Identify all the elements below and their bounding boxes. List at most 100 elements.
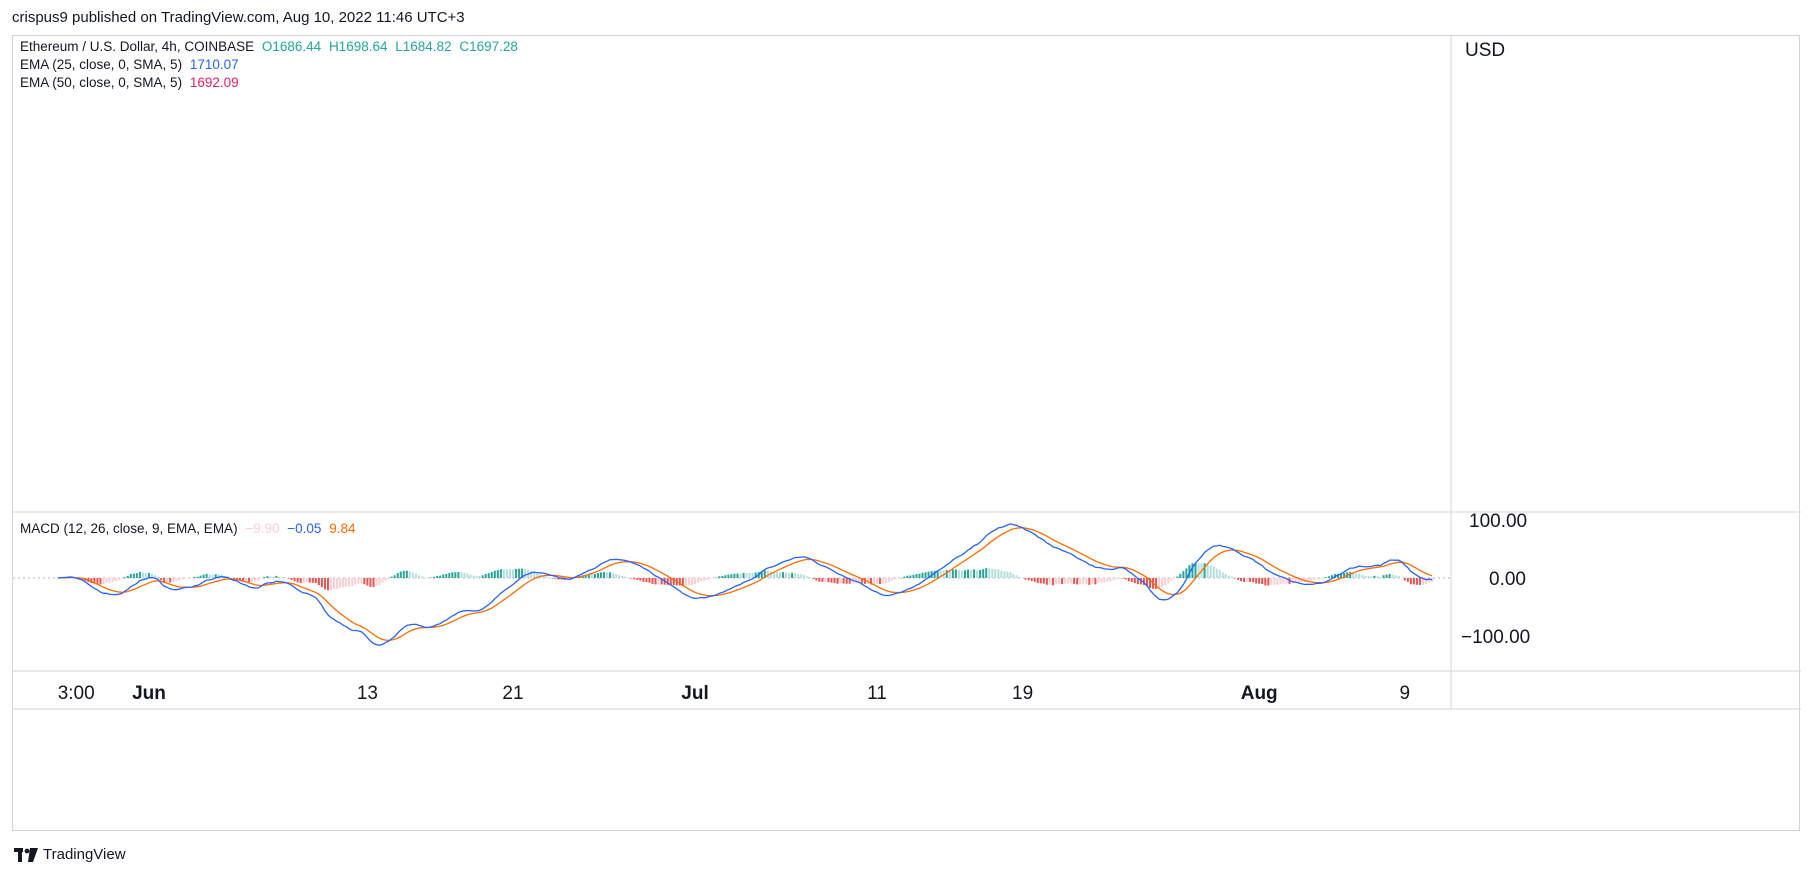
macd-histogram-bar	[827, 578, 830, 583]
macd-histogram-bar	[678, 578, 681, 586]
macd-histogram-bar	[239, 578, 241, 581]
macd-histogram-bar	[1061, 578, 1064, 585]
macd-histogram-bar	[1415, 578, 1418, 585]
macd-histogram-bar	[736, 573, 739, 578]
macd-histogram-bar	[785, 572, 787, 578]
chart-frame[interactable]: USD1800.001600.001400.001200.001050.0093…	[12, 35, 1801, 832]
macd-histogram-bar	[1088, 578, 1091, 585]
macd-histogram-bar	[169, 578, 172, 583]
macd-histogram-bar	[730, 574, 733, 578]
macd-histogram-bar	[1173, 578, 1176, 579]
macd-histogram-bar	[830, 578, 833, 583]
macd-histogram-bar	[369, 578, 372, 587]
macd-histogram-bar	[251, 578, 254, 582]
macd-histogram-bar	[469, 574, 472, 578]
macd-histogram-bar	[694, 578, 696, 584]
macd-histogram-bar	[1064, 578, 1067, 584]
macd-histogram-bar	[824, 578, 827, 582]
macd-histogram-bar	[763, 570, 766, 578]
macd-histogram-bar	[754, 572, 757, 578]
macd-histogram-bar	[481, 575, 484, 578]
macd-histogram-bar	[1167, 578, 1170, 584]
macd-histogram-bar	[405, 570, 408, 578]
macd-histogram-bar	[1018, 576, 1021, 578]
macd-histogram-bar	[454, 572, 457, 578]
macd-histogram-bar	[1106, 578, 1109, 582]
macd-histogram-bar	[651, 578, 654, 584]
macd-histogram-bar	[463, 572, 466, 578]
macd-histogram-bar	[963, 570, 966, 578]
macd-histogram-bar	[205, 573, 208, 578]
macd-histogram-bar	[1039, 578, 1042, 584]
macd-histogram-bar	[396, 573, 399, 578]
macd-histogram-bar	[599, 572, 602, 578]
macd-histogram-bar	[1261, 578, 1264, 585]
macd-histogram-bar	[1361, 574, 1364, 578]
macd-histogram-bar	[323, 578, 326, 590]
macd-histogram-bar	[1370, 576, 1373, 578]
macd-histogram-bar	[360, 578, 363, 584]
macd-histogram-bar	[976, 570, 979, 578]
macd-histogram-bar	[815, 578, 818, 581]
macd-histogram-bar	[1294, 578, 1297, 583]
macd-histogram-bar	[882, 578, 885, 584]
ema25-legend[interactable]: EMA (25, close, 0, SMA, 5) 1710.07	[20, 57, 243, 72]
macd-histogram-bar	[96, 578, 99, 584]
macd-histogram-bar	[918, 573, 921, 578]
macd-histogram-bar	[524, 568, 527, 578]
macd-histogram-bar	[120, 578, 123, 580]
macd-histogram-bar	[833, 578, 836, 584]
macd-histogram-bar	[366, 578, 369, 586]
macd-histogram-bar	[872, 578, 875, 585]
macd-histogram-bar	[1321, 578, 1324, 579]
macd-histogram-bar	[1036, 578, 1039, 584]
macd-histogram-bar	[766, 570, 769, 578]
macd-histogram-bar	[232, 578, 235, 580]
macd-histogram-bar	[1422, 578, 1424, 585]
macd-histogram-bar	[217, 574, 220, 578]
macd-histogram-bar	[1164, 578, 1167, 586]
macd-histogram-bar	[284, 577, 287, 579]
macd-histogram-bar	[108, 578, 111, 583]
macd-histogram-bar	[411, 572, 414, 578]
chart-canvas[interactable]: USD1800.001600.001400.001200.001050.0093…	[13, 36, 1801, 832]
macd-legend[interactable]: MACD (12, 26, close, 9, EMA, EMA) −9.90 …	[20, 521, 359, 536]
macd-histogram-bar	[354, 578, 357, 585]
macd-histogram-bar	[1240, 578, 1242, 582]
macd-histogram-bar	[357, 578, 360, 584]
macd-histogram-bar	[393, 575, 396, 578]
time-axis-tick: Jul	[681, 683, 708, 704]
macd-histogram-bar	[1203, 563, 1206, 578]
macd-histogram-bar	[772, 572, 775, 578]
macd-histogram-bar	[1258, 578, 1261, 584]
macd-histogram-bar	[381, 578, 384, 583]
macd-histogram-bar	[414, 573, 417, 578]
macd-histogram-bar	[967, 569, 969, 578]
macd-histogram-bar	[299, 578, 302, 584]
macd-histogram-bar	[193, 576, 196, 578]
macd-histogram-bar	[769, 571, 772, 578]
time-axis-tick: 3:00	[58, 683, 95, 704]
macd-line-value: −0.05	[287, 521, 322, 536]
macd-axis-tick: 0.00	[1489, 569, 1526, 590]
macd-histogram-bar	[166, 578, 169, 583]
macd-histogram-bar	[1127, 578, 1130, 582]
ema50-legend[interactable]: EMA (50, close, 0, SMA, 5) 1692.09	[20, 75, 243, 90]
macd-histogram-bar	[596, 573, 599, 578]
macd-histogram-bar	[1155, 578, 1158, 589]
macd-histogram-bar	[451, 572, 454, 578]
macd-histogram-bar	[548, 577, 551, 578]
macd-histogram-bar	[1397, 575, 1400, 578]
macd-histogram-bar	[812, 578, 815, 579]
macd-histogram-bar	[1149, 578, 1151, 588]
macd-histogram-bar	[1425, 578, 1428, 585]
macd-histogram-bar	[1027, 578, 1030, 581]
tradingview-logo[interactable]: TradingView	[14, 846, 126, 863]
macd-histogram-bar	[1067, 578, 1070, 584]
macd-histogram-bar	[1179, 573, 1182, 578]
macd-histogram-bar	[1376, 576, 1379, 578]
macd-histogram-bar	[636, 578, 639, 580]
macd-histogram-bar	[512, 569, 514, 578]
macd-histogram-bar	[1367, 575, 1370, 578]
macd-histogram-bar	[587, 573, 590, 578]
